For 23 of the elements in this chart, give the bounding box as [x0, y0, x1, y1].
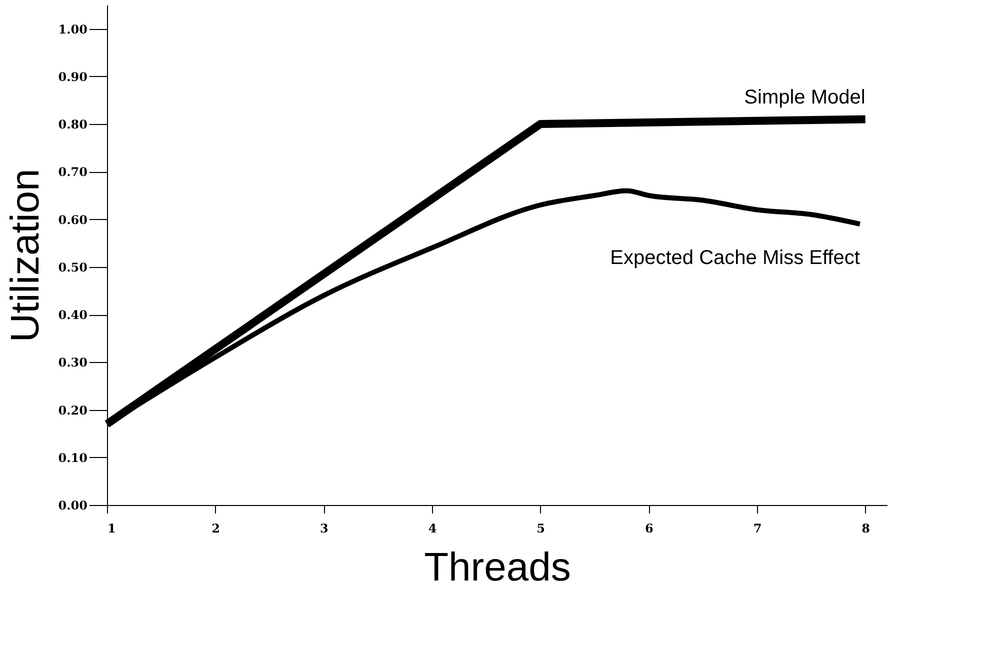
x-tick-label: 8 — [862, 522, 870, 536]
x-axis-title: Threads — [424, 546, 571, 590]
y-tick-label: 0.70 — [58, 165, 88, 180]
y-axis-title: Utilization — [3, 168, 48, 342]
y-tick-label: 0.30 — [58, 356, 88, 370]
series-label: Expected Cache Miss Effect — [610, 247, 860, 270]
x-tick-label: 4 — [428, 522, 437, 536]
x-tick-label: 1 — [108, 522, 116, 536]
y-tick-label: 0.60 — [58, 212, 88, 227]
x-tick-label: 5 — [536, 522, 546, 536]
y-tick-label: 0.40 — [58, 308, 88, 322]
y-tick-label: 0.20 — [58, 403, 88, 418]
y-tick-label: 0.80 — [58, 118, 88, 132]
series-label: Simple Model — [744, 86, 866, 108]
y-tick-label: 1.00 — [58, 22, 88, 36]
x-tick-label: 7 — [753, 522, 762, 536]
x-tick-label: 2 — [212, 522, 220, 536]
y-tick-label: 0.00 — [58, 498, 88, 512]
x-tick-label: 3 — [320, 522, 328, 536]
x-tick-label: 6 — [644, 522, 654, 536]
y-tick-label: 0.90 — [58, 70, 88, 84]
y-tick-label: 0.50 — [58, 260, 88, 274]
y-tick-label: 0.10 — [58, 450, 88, 465]
